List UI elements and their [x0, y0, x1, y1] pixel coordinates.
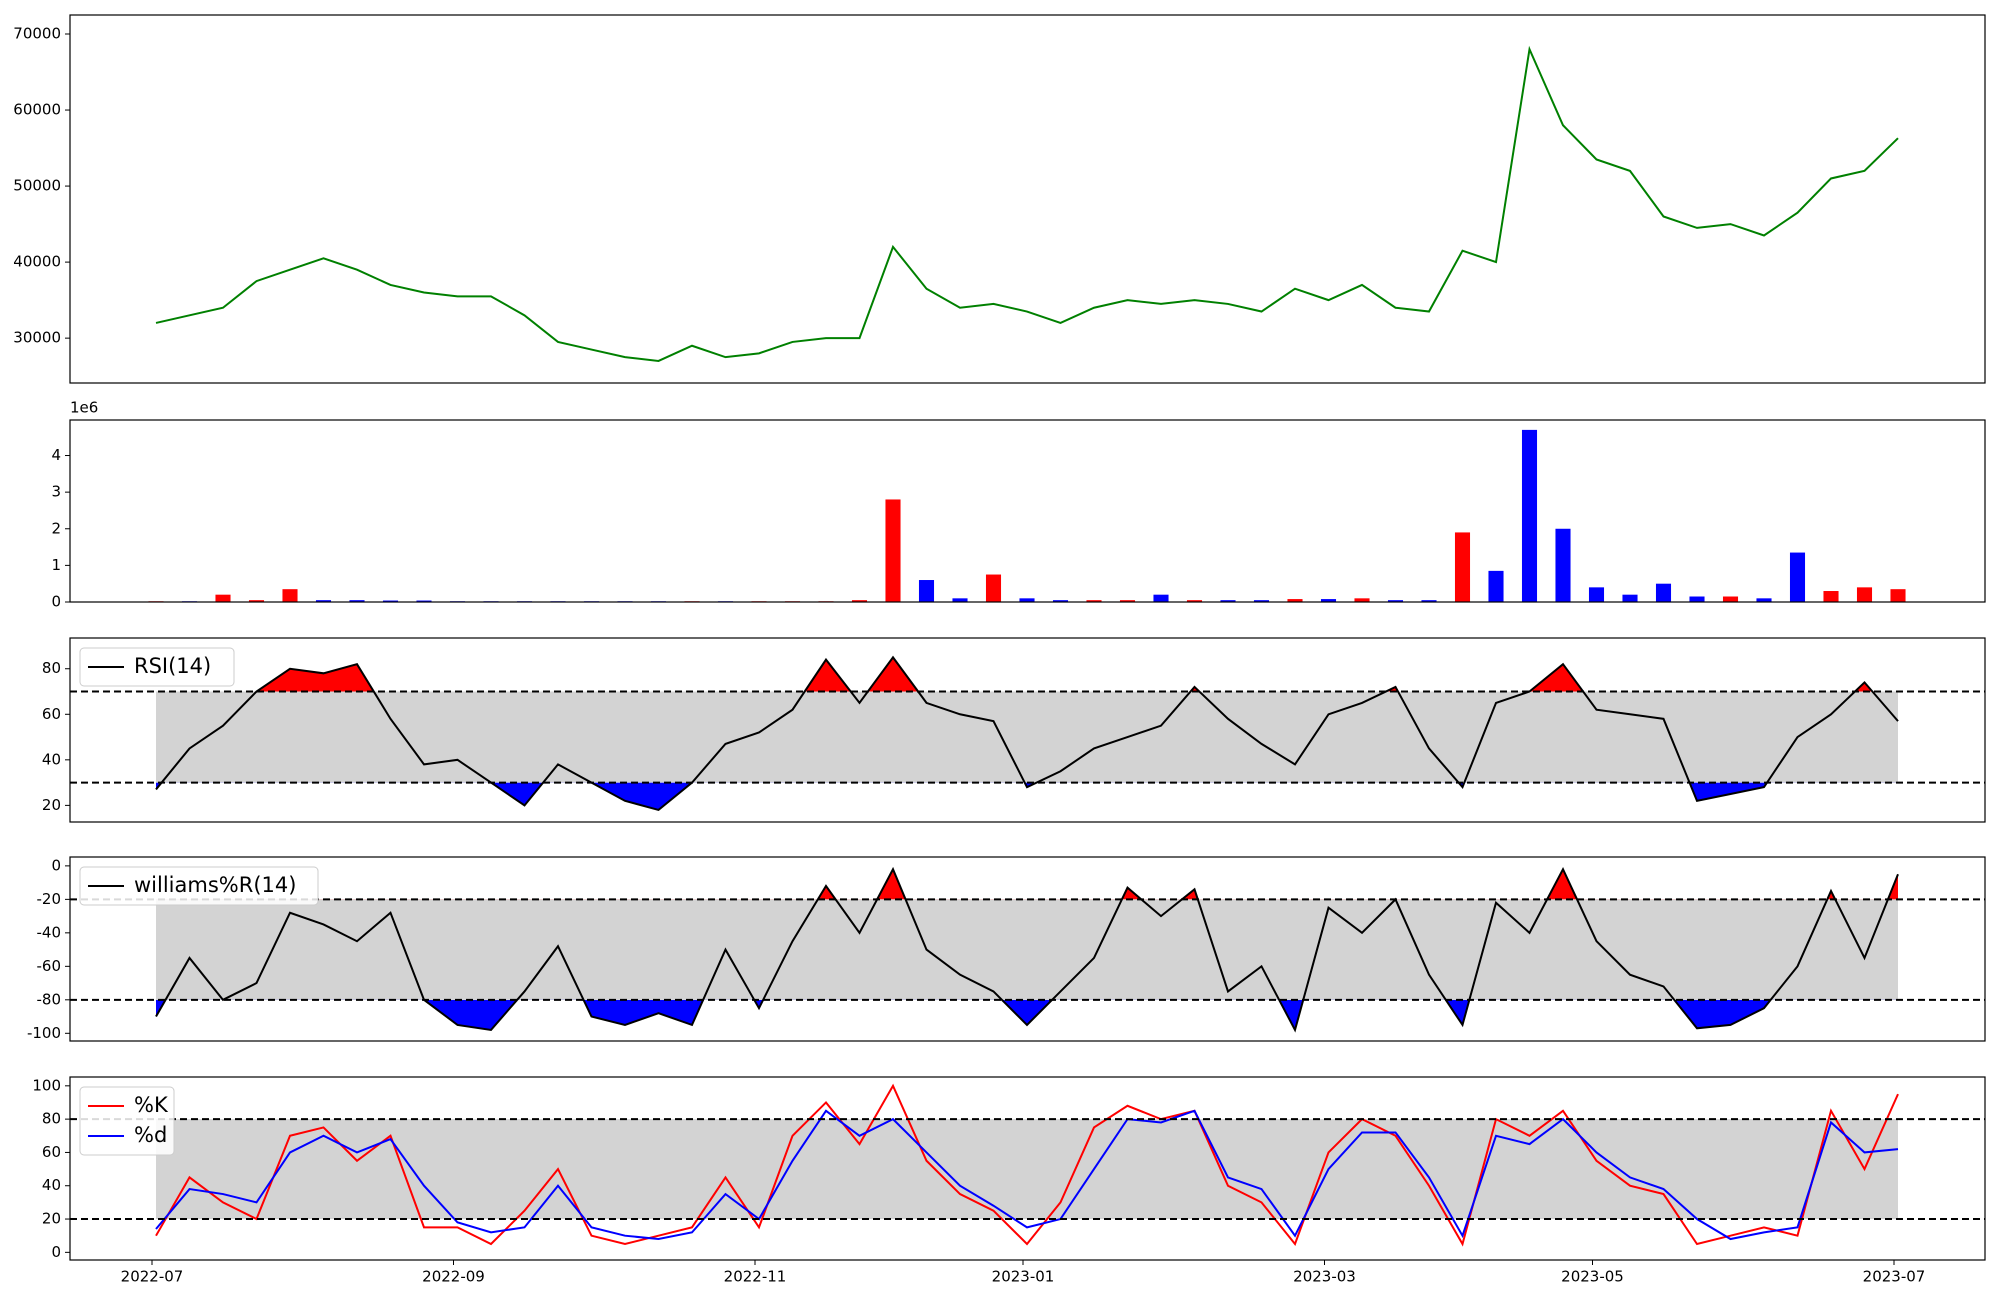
- band: [156, 691, 1898, 783]
- x-tick-label: 2022-07: [121, 1268, 184, 1286]
- bar: [1588, 587, 1605, 602]
- bar: [248, 600, 265, 602]
- bar: [1186, 600, 1203, 602]
- bar: [1086, 600, 1102, 602]
- bar: [952, 598, 968, 602]
- bar: [885, 499, 901, 602]
- panel-frame: [69, 419, 1986, 603]
- bar: [1856, 587, 1873, 602]
- legend-label: %K: [134, 1093, 169, 1117]
- y-tick-label: 1: [51, 556, 61, 574]
- y-tick-label: 60000: [13, 101, 61, 119]
- y-tick-label: 0: [51, 593, 61, 611]
- bar: [1756, 598, 1772, 602]
- x-tick-label: 2023-07: [1863, 1268, 1926, 1286]
- panel-frame: [69, 1076, 1986, 1261]
- y-tick-label: 100: [32, 1076, 61, 1094]
- bar: [1421, 600, 1437, 602]
- oversold-fill: [156, 782, 1898, 810]
- bar: [1488, 570, 1504, 602]
- band: [156, 1119, 1898, 1220]
- bar: [1253, 600, 1270, 602]
- bar: [1019, 598, 1035, 602]
- x-tick-label: 2023-03: [1293, 1268, 1356, 1286]
- y-tick-label: 60: [42, 705, 61, 723]
- bar: [1789, 552, 1806, 602]
- series-line: [155, 45, 1899, 362]
- x-tick-label: 2023-01: [992, 1268, 1055, 1286]
- y-tick-label: 40000: [13, 253, 61, 271]
- bar: [1153, 594, 1169, 602]
- y-tick-label: 40: [42, 750, 61, 768]
- panel-frame: [69, 856, 1986, 1042]
- panel-frame: [69, 637, 1986, 823]
- y-tick-label: -100: [27, 1024, 61, 1042]
- bar: [382, 600, 399, 602]
- bar: [1722, 596, 1739, 602]
- bar: [1521, 429, 1538, 602]
- series-line: [155, 866, 1899, 1033]
- legend-label: RSI(14): [134, 654, 211, 678]
- legend-box: [79, 866, 319, 906]
- bar: [1220, 600, 1236, 602]
- y-tick-label: 30000: [13, 329, 61, 347]
- offset-label: 1e6: [70, 399, 98, 417]
- bar: [215, 594, 231, 602]
- y-tick-label: 40: [42, 1176, 61, 1194]
- x-tick-label: 2023-05: [1561, 1268, 1624, 1286]
- bar: [1689, 596, 1705, 602]
- y-tick-label: 20: [42, 1210, 61, 1228]
- legend-label: williams%R(14): [134, 873, 296, 897]
- bar: [1890, 589, 1906, 602]
- y-tick-label: 80: [42, 1110, 61, 1128]
- y-tick-label: 2: [51, 519, 61, 537]
- y-tick-label: 20: [42, 796, 61, 814]
- bar: [315, 600, 332, 602]
- bar: [1354, 598, 1370, 602]
- series-line: [155, 1083, 1899, 1247]
- x-tick-label: 2022-11: [724, 1268, 787, 1286]
- y-tick-label: 70000: [13, 25, 61, 43]
- legend-label: %d: [134, 1123, 167, 1147]
- bar: [918, 580, 935, 602]
- x-tick-label: 2022-09: [422, 1268, 485, 1286]
- y-tick-label: -80: [37, 990, 62, 1008]
- y-tick-label: 60: [42, 1143, 61, 1161]
- bar: [985, 574, 1002, 602]
- y-tick-label: -60: [37, 957, 62, 975]
- bar: [851, 600, 868, 602]
- bar: [1655, 583, 1672, 602]
- y-tick-label: 0: [51, 1243, 61, 1261]
- overbought-fill: [156, 657, 1898, 692]
- bar: [1119, 600, 1136, 602]
- legend-box: [79, 647, 235, 687]
- bar: [1320, 599, 1337, 602]
- y-tick-label: 3: [51, 483, 61, 501]
- bar: [1052, 600, 1069, 602]
- y-tick-label: 50000: [13, 177, 61, 195]
- bar: [1387, 600, 1404, 602]
- y-tick-label: -20: [37, 890, 62, 908]
- bar: [1823, 591, 1839, 602]
- y-tick-label: 4: [51, 446, 61, 464]
- legend-box: [79, 1086, 175, 1156]
- bar: [416, 600, 432, 602]
- bar: [1555, 528, 1571, 602]
- y-tick-label: 0: [51, 856, 61, 874]
- bar: [349, 600, 365, 602]
- bar: [1622, 594, 1638, 602]
- bar: [1287, 599, 1303, 602]
- bar: [282, 589, 298, 602]
- band: [156, 899, 1898, 1000]
- series-line: [155, 1109, 1899, 1241]
- panel-frame: [69, 14, 1986, 384]
- y-tick-label: 80: [42, 659, 61, 677]
- series-line: [155, 655, 1899, 812]
- y-tick-label: -40: [37, 923, 62, 941]
- bar: [1454, 532, 1471, 602]
